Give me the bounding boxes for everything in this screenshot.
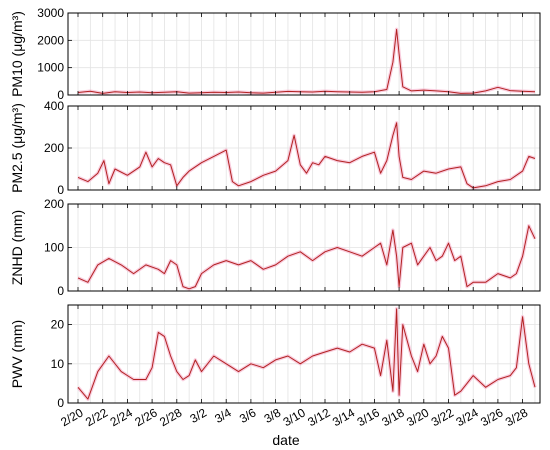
panel-4-ylabel: PWV (mm)	[9, 320, 25, 388]
xtick-label: 3/24	[453, 405, 481, 429]
panel-3-ytick-label: 200	[44, 197, 64, 211]
xtick-label: 2/26	[132, 405, 160, 429]
xtick-label: 3/12	[305, 405, 333, 429]
panel-1-ytick-label: 2000	[37, 33, 64, 47]
panel-4-series-line	[77, 308, 536, 400]
panel-4-ytick-label: 10	[51, 357, 65, 371]
panel-1-ytick-label: 3000	[37, 6, 64, 20]
panel-2-ytick-label: 400	[44, 99, 64, 113]
panel-4-plot-area	[68, 305, 540, 403]
xtick-label: 3/16	[355, 405, 383, 429]
panel-4-ytick-label: 20	[51, 318, 65, 332]
panel-1-axes-box	[67, 12, 541, 96]
xtick-label: 3/4	[212, 405, 234, 426]
panel-3-series-line	[77, 225, 536, 290]
xtick-label: 2/24	[108, 405, 136, 429]
xtick-label: 3/28	[503, 405, 531, 429]
xtick-label: 3/20	[404, 405, 432, 429]
xtick-label: 3/8	[262, 405, 284, 426]
xtick-label: 3/14	[330, 405, 358, 429]
panel-2-series-line	[77, 122, 536, 189]
panel-3-ytick-label: 100	[44, 241, 64, 255]
xtick-label: 2/28	[157, 405, 185, 429]
panel-1-plot-area	[68, 13, 540, 95]
panel-2-ytick-label: 200	[44, 141, 64, 155]
panel-1-ytick-label: 0	[57, 88, 64, 102]
panel-4-ytick-label: 0	[57, 396, 64, 410]
panel-2-ylabel: PM2.5 (μg/m³)	[9, 103, 25, 193]
panel-3-ytick-label: 0	[57, 284, 64, 298]
xaxis-label: date	[272, 432, 299, 448]
panel-1-ylabel: PM10 (μg/m³)	[9, 11, 25, 97]
xtick-label: 3/18	[379, 405, 407, 429]
panel-2-ytick-label: 0	[57, 183, 64, 197]
panel-4-axes-box	[67, 304, 541, 404]
xtick-label: 2/22	[83, 405, 111, 429]
xtick-label: 3/2	[188, 405, 210, 426]
xtick-label: 3/26	[478, 405, 506, 429]
xtick-label: 3/22	[429, 405, 457, 429]
panel-1-ytick-label: 1000	[37, 61, 64, 75]
xtick-label: 3/6	[237, 405, 259, 426]
xtick-label: 3/10	[281, 405, 309, 429]
panel-3-ylabel: ZNHD (mm)	[9, 210, 25, 285]
